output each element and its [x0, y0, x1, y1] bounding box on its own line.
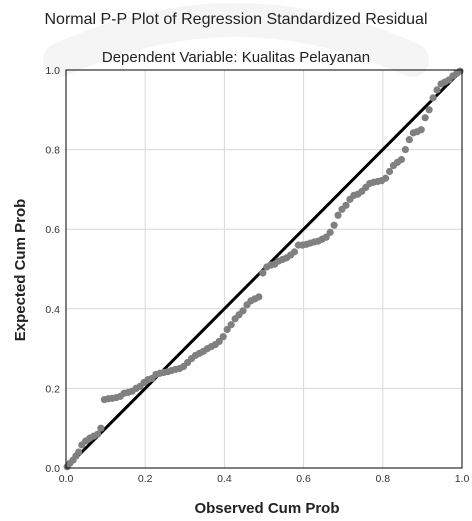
data-point: [322, 233, 330, 241]
data-point: [405, 136, 413, 144]
y-tick-label: 0.0: [45, 463, 60, 475]
data-point: [401, 146, 409, 154]
data-point: [397, 155, 406, 164]
data-point: [215, 337, 223, 346]
x-tick-label: 0.2: [138, 473, 153, 485]
data-point: [425, 106, 433, 114]
chart-subtitle: Dependent Variable: Kualitas Pelayanan: [102, 49, 370, 66]
x-tick-label: 1.0: [455, 473, 470, 485]
data-point: [290, 248, 299, 256]
y-tick-labels: 0.0 0.2 0.4 0.6 0.8 1.0: [45, 65, 60, 475]
data-point: [75, 448, 83, 456]
data-point: [223, 325, 231, 334]
y-tick-label: 0.4: [45, 304, 60, 316]
y-tick-label: 0.2: [45, 383, 60, 395]
data-point: [334, 211, 342, 219]
data-points: [63, 67, 464, 471]
y-tick-label: 0.6: [45, 224, 60, 236]
data-point: [456, 67, 464, 75]
data-point: [326, 228, 334, 236]
plot-area-frame: [65, 69, 463, 469]
data-point: [94, 430, 102, 438]
y-tick-label: 1.0: [45, 65, 60, 77]
data-point: [385, 167, 394, 176]
data-point: [429, 94, 437, 102]
data-point: [255, 293, 263, 301]
watermark-graphic: [43, 3, 429, 77]
x-tick-label: 0.4: [217, 473, 232, 485]
y-axis-label: Expected Cum Prob: [12, 199, 29, 342]
data-point: [381, 174, 390, 182]
data-point: [219, 333, 227, 341]
data-point: [259, 269, 267, 277]
chart-title: Normal P-P Plot of Regression Standardiz…: [44, 11, 427, 28]
x-tick-labels: 0.0 0.2 0.4 0.6 0.8 1.0: [59, 473, 470, 485]
data-point: [342, 201, 350, 209]
data-point: [97, 424, 105, 432]
data-point: [330, 221, 338, 229]
x-axis-label: Observed Cum Prob: [194, 500, 339, 517]
x-tick-label: 0.8: [375, 473, 390, 485]
x-tick-label: 0.0: [59, 473, 74, 485]
data-point: [239, 307, 247, 315]
x-tick-label: 0.6: [296, 473, 311, 485]
data-point: [227, 321, 235, 329]
data-point: [433, 86, 441, 94]
y-tick-label: 0.8: [45, 145, 60, 157]
data-point: [421, 114, 429, 122]
data-point: [417, 126, 425, 134]
